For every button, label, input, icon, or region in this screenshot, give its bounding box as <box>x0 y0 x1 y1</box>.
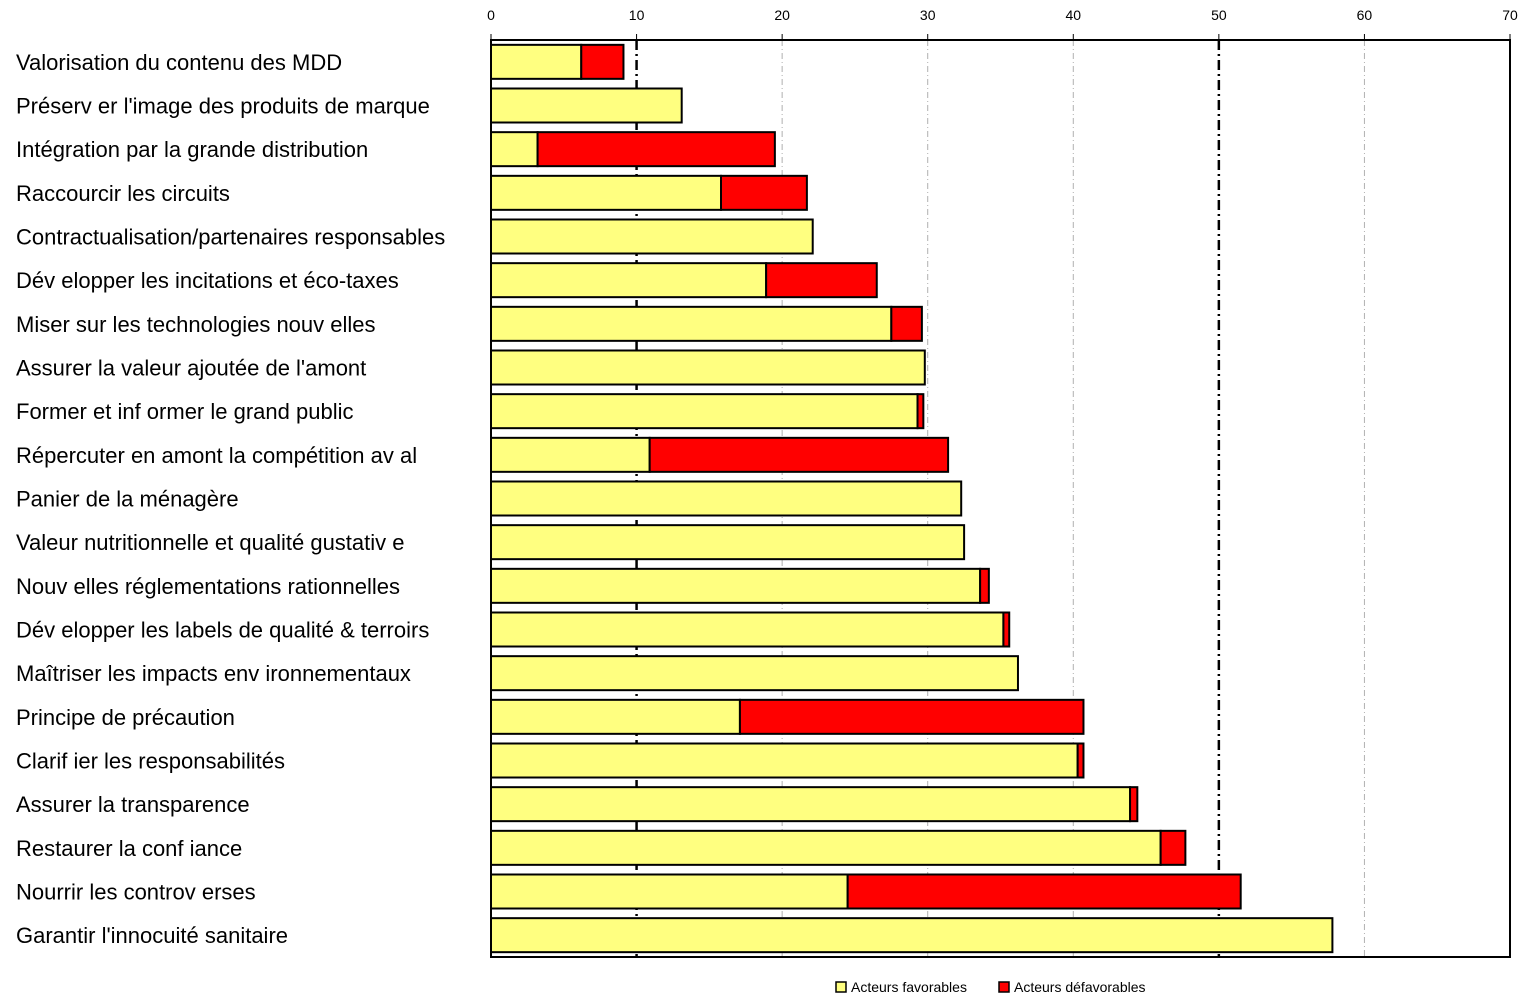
bar-favorable <box>490 480 963 517</box>
category-label: Contractualisation/partenaires responsab… <box>16 225 445 250</box>
category-label: Clarif ier les responsabilités <box>16 749 285 774</box>
x-tick-label: 40 <box>1065 7 1081 23</box>
bar-unfavorable <box>720 174 808 211</box>
bar-favorable <box>490 873 849 910</box>
bar-favorable <box>490 786 1132 823</box>
category-label: Dév elopper les labels de qualité & terr… <box>16 618 429 643</box>
bar-favorable <box>490 524 966 561</box>
category-label: Nouv elles réglementations rationnelles <box>16 574 400 599</box>
plot-area-frame <box>490 39 1511 958</box>
bar-unfavorable <box>1002 611 1011 648</box>
category-label: Répercuter en amont la compétition av al <box>16 443 417 468</box>
x-tick-label: 30 <box>920 7 936 23</box>
x-tick-label: 60 <box>1357 7 1373 23</box>
bar-favorable <box>490 305 893 342</box>
bar-unfavorable <box>1076 742 1085 779</box>
bar-favorable <box>490 43 583 80</box>
category-label: Valorisation du contenu des MDD <box>16 50 342 75</box>
bar-favorable <box>490 349 926 386</box>
legend-label: Acteurs favorables <box>851 979 967 995</box>
bar-favorable <box>490 698 741 735</box>
legend-label: Acteurs défavorables <box>1014 979 1146 995</box>
category-label: Nourrir les controv erses <box>16 880 256 905</box>
legend-swatch-unfavorable <box>998 981 1010 993</box>
bar-unfavorable <box>979 567 990 604</box>
bar-favorable <box>490 436 651 473</box>
category-label: Dév elopper les incitations et éco-taxes <box>16 268 399 293</box>
bar-favorable <box>490 174 723 211</box>
bar-unfavorable <box>890 305 923 342</box>
bar-favorable <box>490 131 539 168</box>
category-label: Garantir l'innocuité sanitaire <box>16 923 288 948</box>
x-axis-ticks: 0 10 20 30 40 50 60 70 <box>487 7 1518 40</box>
category-label: Restaurer la conf iance <box>16 836 242 861</box>
category-labels: Valorisation du contenu des MDD Préserv e… <box>16 50 445 948</box>
bar-favorable <box>490 87 683 124</box>
bar-favorable <box>490 611 1005 648</box>
bar-favorable <box>490 829 1162 866</box>
bar-favorable <box>490 742 1079 779</box>
category-label: Intégration par la grande distribution <box>16 137 368 162</box>
bar-unfavorable <box>648 436 950 473</box>
bar-favorable <box>490 655 1019 692</box>
bar-unfavorable <box>765 262 878 299</box>
bar-unfavorable <box>738 698 1085 735</box>
bar-favorable <box>490 393 919 430</box>
category-label: Former et inf ormer le grand public <box>16 399 353 424</box>
bar-favorable <box>490 262 768 299</box>
category-label: Préserv er l'image des produits de marqu… <box>16 94 430 119</box>
bar-unfavorable <box>1159 829 1187 866</box>
bar-unfavorable <box>536 131 776 168</box>
x-tick-label: 70 <box>1502 7 1518 23</box>
category-label: Maîtriser les impacts env ironnementaux <box>16 661 411 686</box>
bar-favorable <box>490 917 1334 954</box>
bar-favorable <box>490 218 814 255</box>
legend-swatch-favorable <box>835 981 847 993</box>
category-label: Principe de précaution <box>16 705 235 730</box>
category-label: Assurer la valeur ajoutée de l'amont <box>16 356 366 381</box>
x-tick-label: 20 <box>774 7 790 23</box>
category-label: Panier de la ménagère <box>16 487 239 512</box>
bar-unfavorable <box>580 43 625 80</box>
bar-unfavorable <box>846 873 1242 910</box>
category-label: Raccourcir les circuits <box>16 181 230 206</box>
category-label: Assurer la transparence <box>16 792 250 817</box>
x-tick-label: 0 <box>487 7 495 23</box>
x-tick-label: 10 <box>629 7 645 23</box>
bar-favorable <box>490 567 982 604</box>
category-label: Miser sur les technologies nouv elles <box>16 312 376 337</box>
bars <box>490 43 1334 954</box>
bar-unfavorable <box>916 393 925 430</box>
bar-unfavorable <box>1129 786 1139 823</box>
category-label: Valeur nutritionnelle et qualité gustati… <box>16 530 405 555</box>
legend: Acteurs favorables Acteurs défavorables <box>835 979 1146 995</box>
x-tick-label: 50 <box>1211 7 1227 23</box>
